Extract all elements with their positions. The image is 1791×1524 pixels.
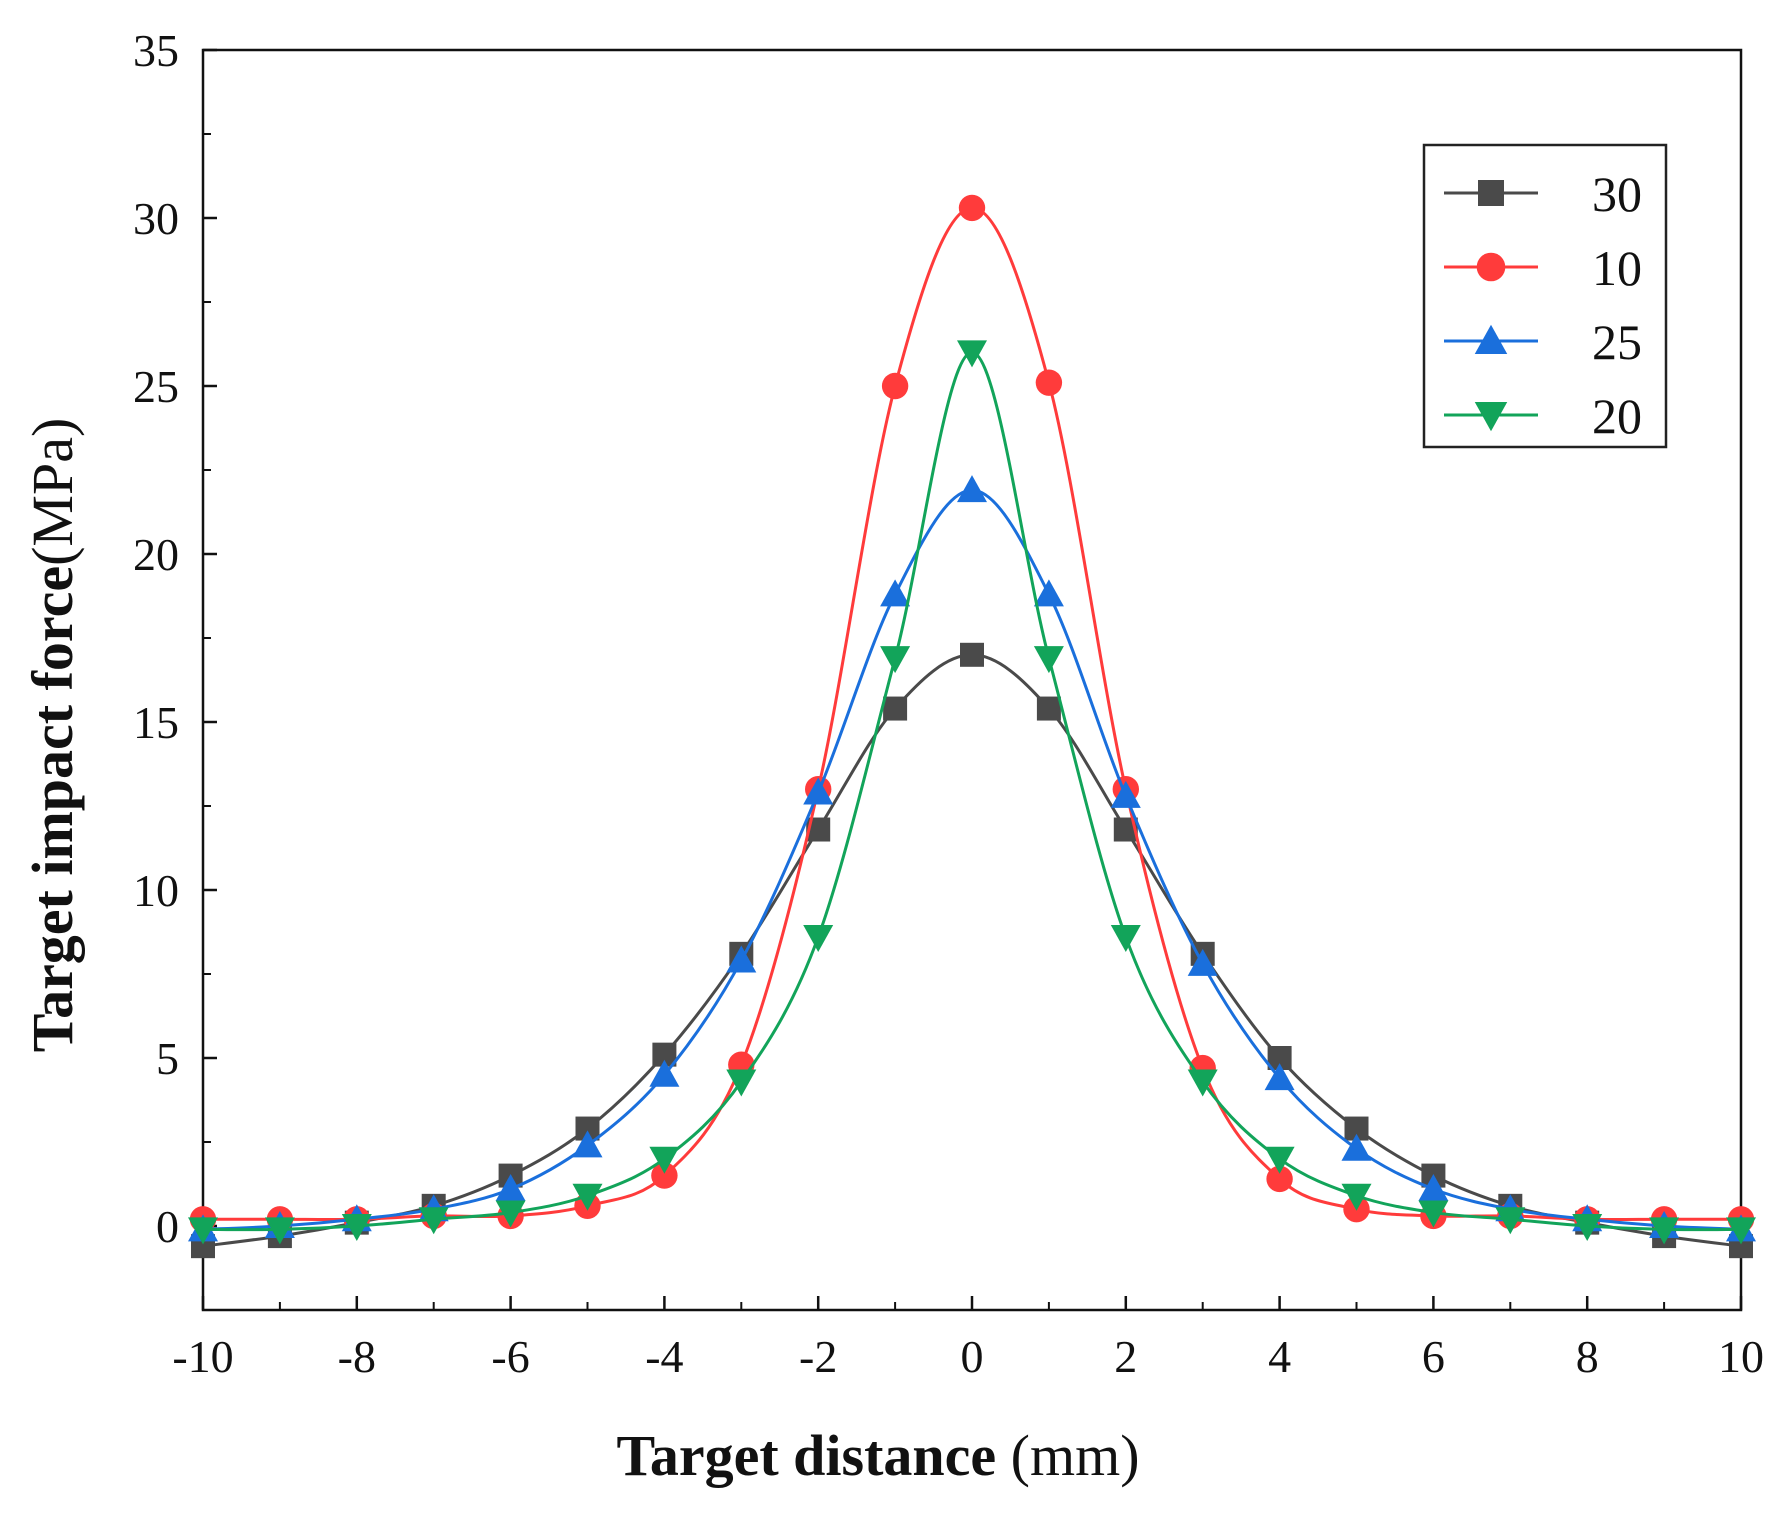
- x-tick-label: 6: [1422, 1331, 1445, 1382]
- data-point: [958, 194, 986, 222]
- x-tick-label: -2: [799, 1331, 837, 1382]
- x-tick-label: 10: [1718, 1331, 1764, 1382]
- legend-item-30: 30: [1444, 166, 1642, 222]
- data-point: [1649, 1217, 1680, 1245]
- x-axis-title: Target distance (mm): [616, 1423, 1139, 1488]
- legend-box: [1422, 143, 1668, 449]
- x-tick-label: -6: [491, 1331, 529, 1382]
- data-point: [803, 777, 834, 805]
- legend-marker: [1478, 180, 1504, 206]
- data-point: [881, 372, 909, 400]
- legend-marker: [1476, 252, 1506, 282]
- legend-label: 30: [1592, 166, 1642, 222]
- data-point: [957, 340, 987, 368]
- y-axis-title: Target impact force(MPa): [20, 418, 85, 1053]
- x-tick-label: 2: [1114, 1331, 1137, 1382]
- y-tick-label: 35: [133, 25, 179, 76]
- data-point: [1187, 1069, 1218, 1097]
- data-point: [880, 579, 911, 607]
- data-point: [1418, 1174, 1449, 1202]
- data-point: [1110, 780, 1141, 808]
- data-point: [960, 642, 984, 667]
- data-point: [803, 925, 834, 953]
- data-point: [1110, 925, 1141, 953]
- data-point: [1264, 1063, 1295, 1091]
- data-point: [726, 945, 757, 973]
- legend-item-20: 20: [1444, 388, 1642, 444]
- data-point: [651, 1162, 678, 1189]
- series-25: [188, 475, 1756, 1242]
- data-point: [1266, 1165, 1293, 1193]
- data-point: [726, 1069, 757, 1097]
- y-axis-title-unit: (MPa): [20, 418, 85, 566]
- y-tick-label: 5: [156, 1033, 179, 1084]
- series-line-25: [202, 488, 1742, 1231]
- y-tick-label: 10: [133, 865, 179, 916]
- series-line-30: [202, 653, 1742, 1248]
- series-layer: [188, 194, 1756, 1259]
- x-tick-label: -10: [172, 1331, 233, 1382]
- data-point: [1495, 1207, 1526, 1235]
- legend-marker: [1474, 402, 1508, 432]
- y-axis: 0 5 10 15 20 25 30 35: [133, 25, 217, 1252]
- data-point: [1264, 1146, 1295, 1174]
- y-tick-label: 25: [133, 361, 179, 412]
- legend-label: 10: [1592, 240, 1642, 296]
- data-point: [264, 1217, 295, 1245]
- y-tick-label: 20: [133, 529, 179, 580]
- x-axis-title-unit: (mm): [996, 1423, 1139, 1488]
- x-tick-label: 0: [961, 1331, 984, 1382]
- y-tick-label: 30: [133, 193, 179, 244]
- data-point: [1033, 579, 1064, 607]
- data-point: [572, 1130, 603, 1158]
- series-20: [188, 340, 1756, 1245]
- data-point: [649, 1146, 680, 1174]
- data-point: [1187, 948, 1218, 976]
- x-tick-label: -8: [338, 1331, 376, 1382]
- x-tick-label: 4: [1268, 1331, 1291, 1382]
- legend-item-10: 10: [1444, 240, 1642, 296]
- y-tick-label: 15: [133, 697, 179, 748]
- data-point: [572, 1183, 603, 1211]
- data-point: [883, 696, 908, 721]
- legend-label: 25: [1592, 314, 1642, 370]
- y-axis-title-main: Target impact force: [20, 566, 85, 1052]
- data-point: [418, 1207, 449, 1235]
- legend: 30 10 25 20: [1422, 143, 1668, 449]
- data-point: [188, 1217, 218, 1245]
- x-tick-label: 8: [1576, 1331, 1599, 1382]
- legend-item-25: 25: [1444, 314, 1642, 370]
- data-point: [1572, 1214, 1603, 1241]
- data-point: [1033, 646, 1064, 674]
- data-point: [495, 1174, 526, 1202]
- data-point: [495, 1200, 526, 1228]
- data-point: [1035, 369, 1063, 396]
- legend-marker: [1474, 324, 1508, 354]
- data-point: [341, 1214, 372, 1241]
- x-axis: -10 -8 -6 -4 -2 0 2 4 6 8 10: [172, 1296, 1764, 1382]
- data-point: [649, 1059, 680, 1087]
- x-axis-title-main: Target distance: [616, 1423, 996, 1488]
- data-point: [1341, 1133, 1372, 1161]
- series-30: [191, 642, 1753, 1259]
- legend-label: 20: [1592, 388, 1642, 444]
- data-point: [1726, 1217, 1756, 1245]
- data-point: [1418, 1200, 1449, 1228]
- y-tick-label: 0: [156, 1201, 179, 1252]
- data-point: [1036, 696, 1061, 721]
- x-tick-label: -4: [645, 1331, 683, 1382]
- data-point: [1341, 1183, 1372, 1211]
- data-point: [957, 475, 987, 503]
- data-point: [880, 646, 911, 674]
